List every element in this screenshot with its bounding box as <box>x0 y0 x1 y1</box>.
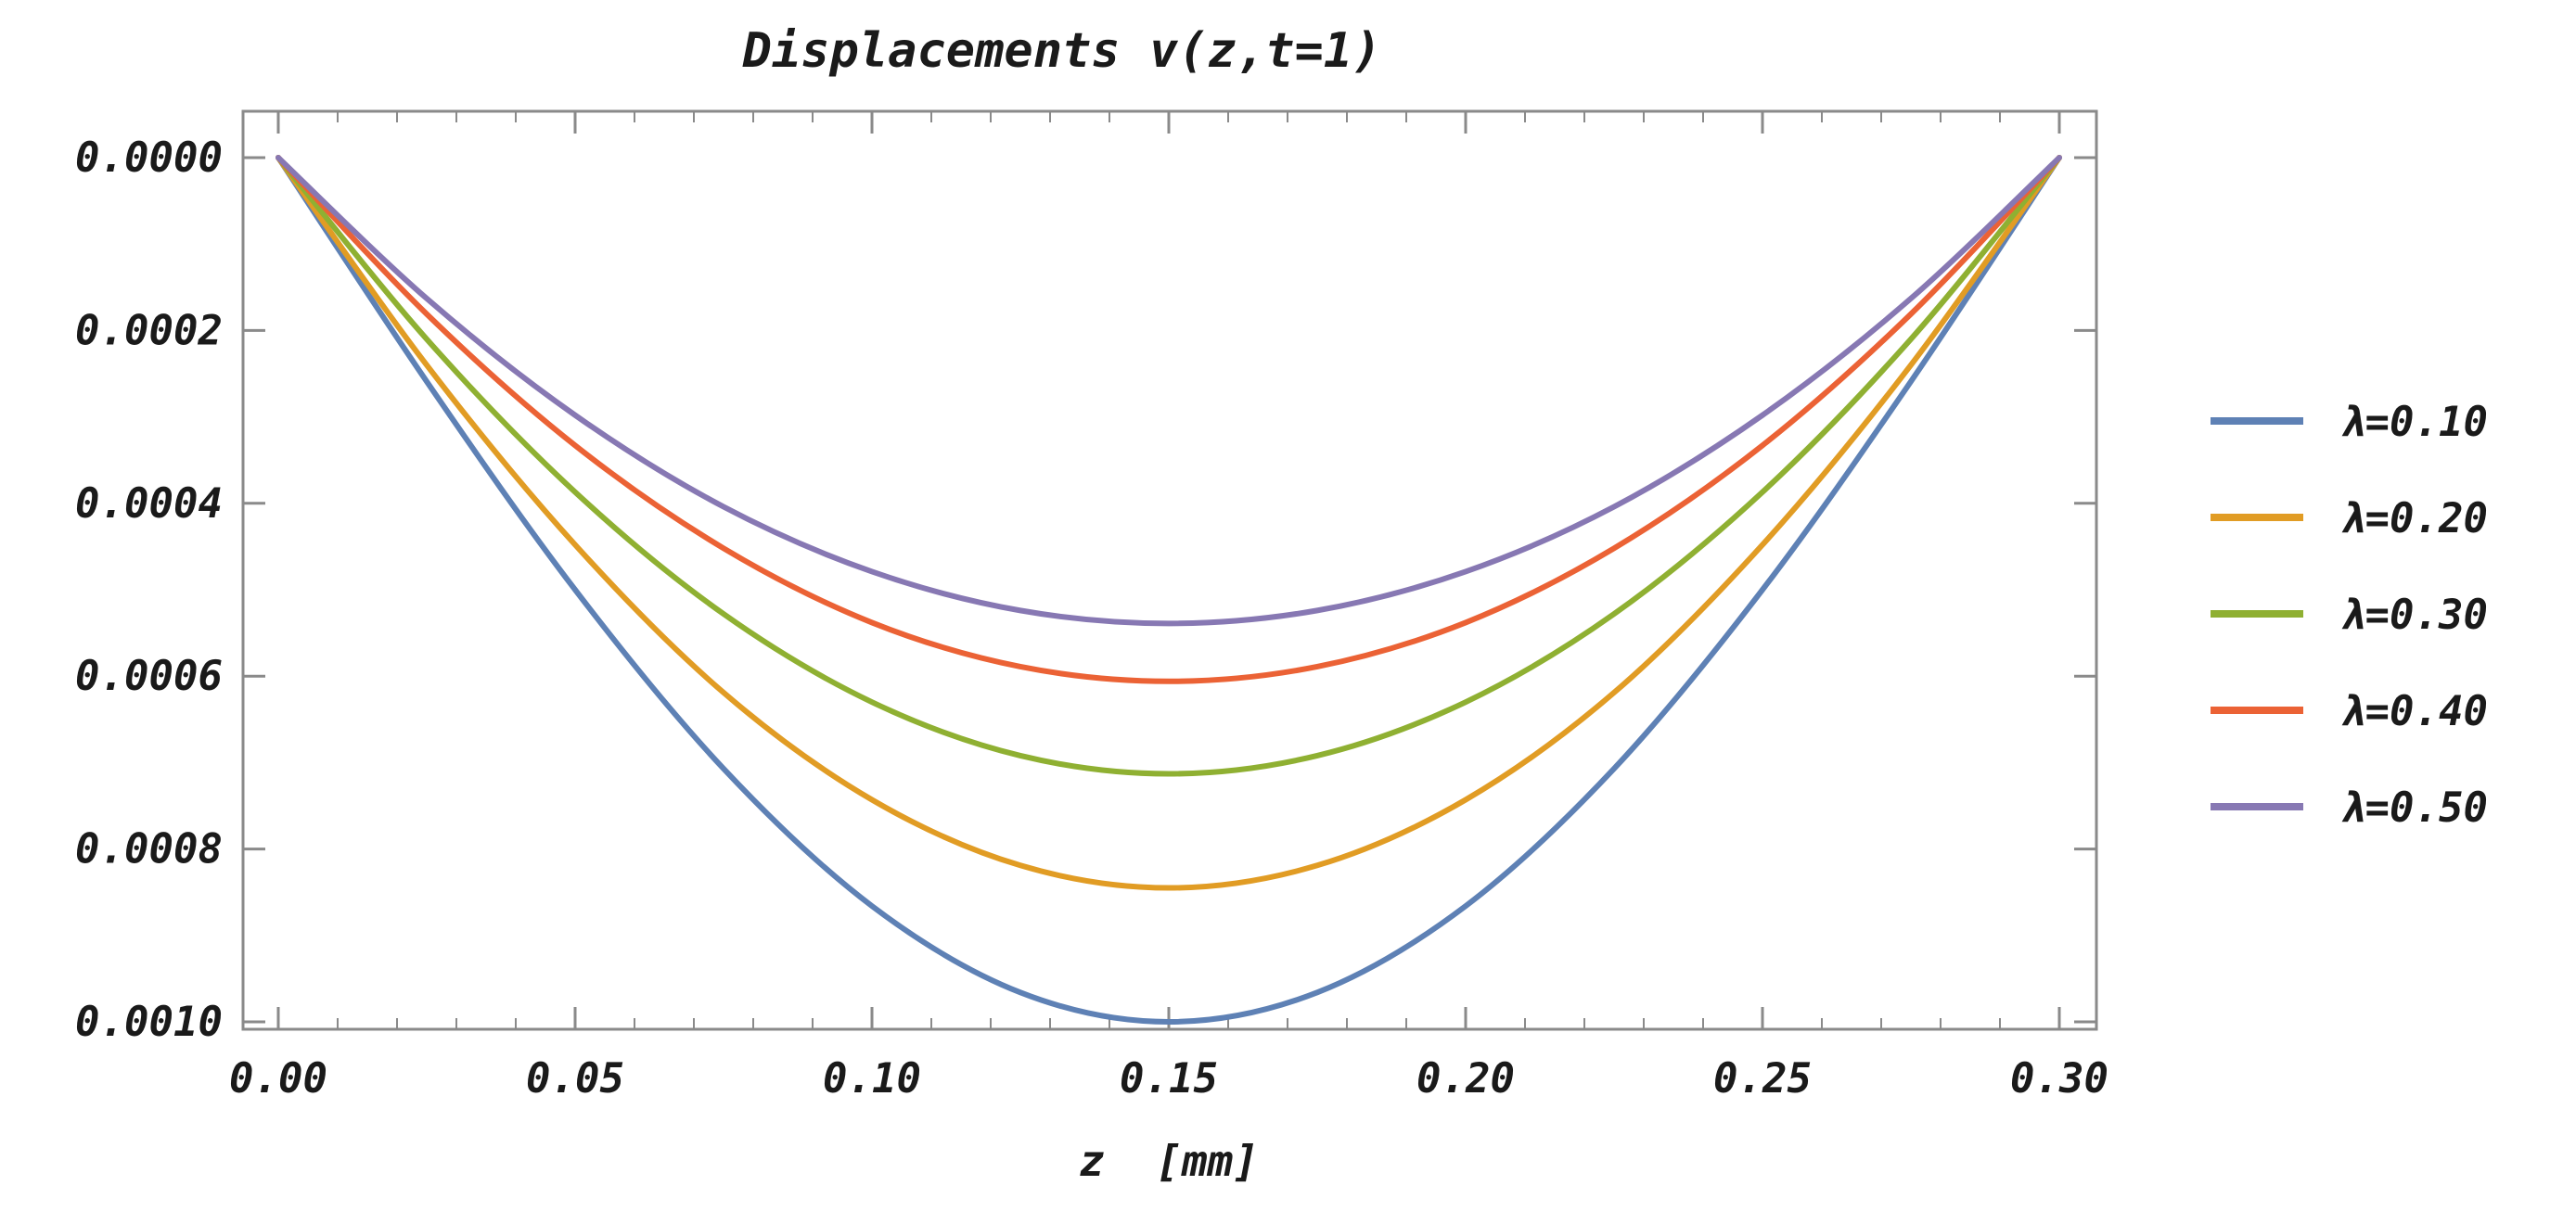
y-tick-label: 0.0004 <box>75 480 223 528</box>
series-line-5 <box>276 155 2062 627</box>
legend-label-1: λ=0.10 <box>2340 399 2488 446</box>
series-line-1 <box>276 155 2062 1025</box>
y-tick-label: 0.0002 <box>75 307 223 354</box>
y-tick-label: 0.0008 <box>75 826 223 873</box>
x-tick-label: 0.20 <box>1416 1055 1515 1103</box>
x-tick-label: 0.15 <box>1120 1055 1218 1103</box>
x-tick-label: 0.05 <box>526 1055 624 1103</box>
chart-title: Displacements v(z,t=1) <box>742 23 1382 79</box>
x-tick-label: 0.00 <box>229 1055 327 1103</box>
y-tick-labels: 0.0000 0.0002 0.0004 0.0006 0.0008 0.0010 <box>75 134 223 1046</box>
series-line-4 <box>276 155 2062 684</box>
legend-label-5: λ=0.50 <box>2340 784 2488 832</box>
x-tick-labels: 0.00 0.05 0.10 0.15 0.20 0.25 0.30 <box>229 1055 2108 1103</box>
series-line-3 <box>276 155 2062 777</box>
axis-ticks <box>243 111 2096 1029</box>
legend: λ=0.10 λ=0.20 λ=0.30 λ=0.40 λ=0.50 <box>2211 399 2488 832</box>
x-tick-label: 0.30 <box>2010 1055 2108 1103</box>
y-tick-label: 0.0000 <box>75 134 223 182</box>
y-tick-label: 0.0006 <box>75 653 223 700</box>
x-tick-label: 0.25 <box>1713 1055 1812 1103</box>
series-line-2 <box>276 155 2062 891</box>
y-tick-label: 0.0010 <box>75 999 223 1046</box>
legend-label-3: λ=0.30 <box>2340 592 2488 639</box>
series-lines <box>276 155 2062 1025</box>
x-axis-label: z [mm] <box>1079 1136 1259 1186</box>
legend-label-4: λ=0.40 <box>2340 688 2488 735</box>
legend-label-2: λ=0.20 <box>2340 495 2488 542</box>
plot-frame <box>241 109 2098 1031</box>
x-tick-label: 0.10 <box>823 1055 921 1103</box>
